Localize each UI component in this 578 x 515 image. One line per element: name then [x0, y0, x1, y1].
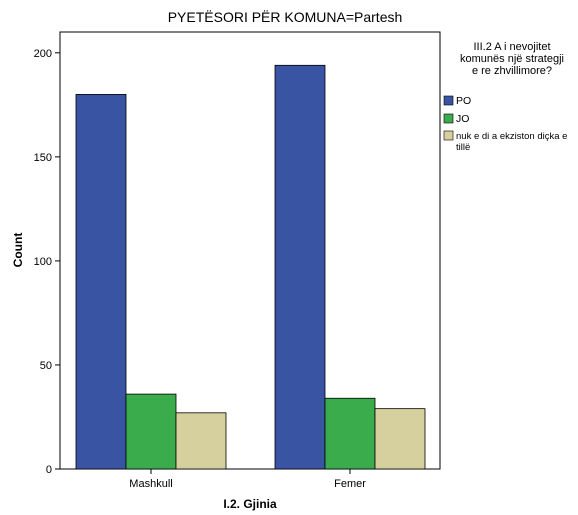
- y-tick-label: 50: [40, 360, 52, 372]
- bar-femer-2: [374, 408, 426, 470]
- y-tick-label: 0: [46, 464, 52, 476]
- y-axis-title: Count: [11, 233, 25, 268]
- legend-title: e re zhvillimore?: [472, 65, 552, 77]
- y-tick-label: 100: [34, 256, 52, 268]
- legend-label: nuk e di a ekziston diçka e: [456, 131, 567, 142]
- plot-area: [59, 31, 441, 470]
- bar-mashkull-0: [75, 94, 127, 470]
- x-axis-ticks: Mashkull Femer: [129, 469, 366, 490]
- legend-title: III.2 A i nevojitet: [473, 41, 550, 53]
- legend-label: PO: [456, 95, 471, 107]
- chart-title: PYETËSORI PËR KOMUNA=Partesh: [168, 9, 403, 25]
- y-axis-ticks: 0 50 100 150 200: [34, 48, 60, 476]
- legend-swatch: [443, 113, 454, 124]
- x-tick-label: Femer: [334, 478, 366, 490]
- legend-title: komunës një strategji: [460, 53, 564, 65]
- x-axis-title: I.2. Gjinia: [223, 497, 277, 511]
- legend-label: JO: [456, 113, 469, 125]
- bar-femer-1: [324, 397, 376, 470]
- y-tick-label: 150: [34, 152, 52, 164]
- legend-label: tillë: [456, 142, 470, 153]
- x-tick-label: Mashkull: [129, 478, 172, 490]
- bars: [75, 64, 426, 470]
- bar-mashkull-1: [125, 393, 177, 470]
- y-tick-label: 200: [34, 48, 52, 60]
- bar-mashkull-2: [175, 412, 227, 470]
- bar-femer-0: [274, 64, 326, 470]
- legend-swatch: [443, 95, 454, 106]
- legend-swatch: [443, 130, 454, 141]
